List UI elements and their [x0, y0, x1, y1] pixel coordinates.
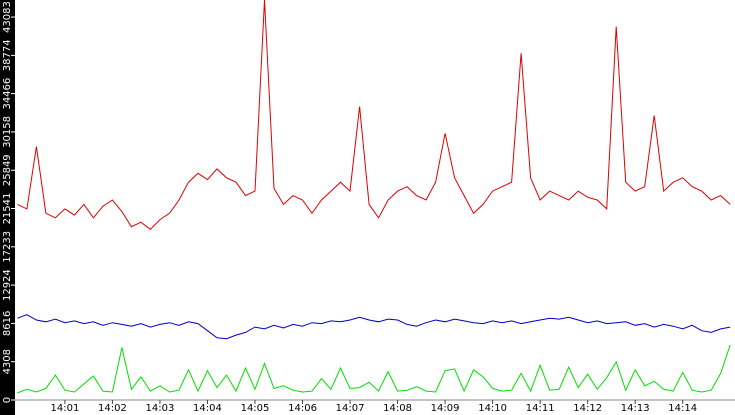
- x-tick-label: 14:08: [383, 403, 412, 414]
- y-tick-label: 17233: [2, 231, 13, 263]
- x-tick-label: 14:02: [98, 403, 127, 414]
- x-tick-label: 14:13: [621, 403, 650, 414]
- x-tick-label: 14:04: [193, 403, 222, 414]
- x-tick-label: 14:06: [288, 403, 317, 414]
- x-tick-label: 14:11: [526, 403, 555, 414]
- series-line: [17, 344, 731, 394]
- x-tick-label: 14:10: [478, 403, 507, 414]
- y-tick-label: 4308: [2, 349, 13, 374]
- series-line: [17, 0, 731, 230]
- x-tick-label: 14:14: [668, 403, 697, 414]
- x-tick-label: 14:07: [336, 403, 365, 414]
- y-axis-strip: [0, 0, 15, 415]
- y-tick-label: 21541: [2, 193, 13, 225]
- y-tick-label: 38774: [2, 39, 13, 71]
- y-tick-label: 8616: [2, 311, 13, 336]
- y-tick-label: 25849: [2, 154, 13, 186]
- x-tick-label: 14:05: [241, 403, 270, 414]
- y-tick-label: 34466: [2, 78, 13, 110]
- y-tick-label: 0: [2, 397, 13, 403]
- y-tick-label: 12924: [2, 269, 13, 301]
- series-line: [17, 314, 731, 340]
- x-tick-label: 14:03: [146, 403, 175, 414]
- x-tick-label: 14:12: [573, 403, 602, 414]
- y-tick-label: 43083: [2, 1, 13, 33]
- y-tick-label: 30158: [2, 116, 13, 148]
- x-tick-label: 14:01: [50, 403, 79, 414]
- x-tick-label: 14:09: [431, 403, 460, 414]
